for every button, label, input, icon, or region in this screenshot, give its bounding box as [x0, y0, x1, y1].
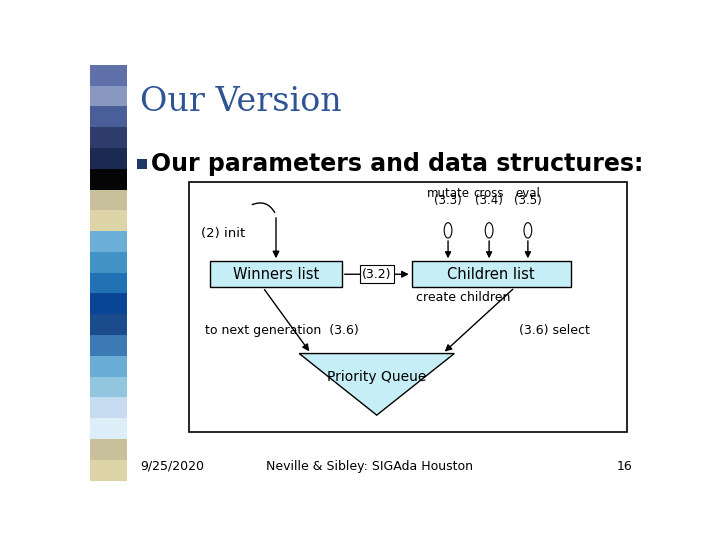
Bar: [90, 231, 127, 252]
Bar: [90, 460, 127, 481]
Ellipse shape: [444, 222, 452, 238]
Bar: [210, 261, 342, 287]
Bar: [90, 148, 127, 169]
Ellipse shape: [485, 222, 493, 238]
Ellipse shape: [524, 222, 532, 238]
Text: (3.6) select: (3.6) select: [519, 324, 590, 337]
Text: (3.3): (3.3): [434, 194, 462, 207]
Text: mutate: mutate: [426, 186, 469, 200]
Text: Our parameters and data structures:: Our parameters and data structures:: [151, 152, 644, 176]
Text: (2) init: (2) init: [201, 226, 246, 240]
Text: Winners list: Winners list: [233, 267, 319, 282]
Bar: [189, 182, 627, 432]
Text: Our Version: Our Version: [140, 86, 342, 118]
Text: (3.4): (3.4): [475, 194, 503, 207]
Text: cross: cross: [474, 186, 505, 200]
Text: Neville & Sibley: SIGAda Houston: Neville & Sibley: SIGAda Houston: [266, 460, 472, 473]
Bar: [90, 106, 127, 127]
Bar: [90, 190, 127, 211]
Text: (3.2): (3.2): [362, 268, 392, 281]
Text: (3.5): (3.5): [514, 194, 541, 207]
Bar: [90, 335, 127, 356]
Bar: [90, 65, 127, 85]
Text: to next generation  (3.6): to next generation (3.6): [204, 324, 359, 337]
Bar: [90, 439, 127, 460]
Text: Priority Queue: Priority Queue: [327, 370, 426, 384]
Bar: [137, 159, 147, 168]
Bar: [90, 252, 127, 273]
Bar: [90, 127, 127, 148]
Bar: [90, 356, 127, 377]
Bar: [90, 314, 127, 335]
Bar: [412, 261, 570, 287]
Bar: [90, 85, 127, 106]
Text: eval: eval: [516, 186, 540, 200]
Bar: [90, 397, 127, 418]
Bar: [90, 418, 127, 439]
Bar: [90, 377, 127, 397]
Bar: [90, 294, 127, 314]
Text: create children: create children: [415, 291, 510, 304]
Bar: [90, 273, 127, 294]
Text: 9/25/2020: 9/25/2020: [140, 460, 204, 473]
Bar: [90, 168, 127, 190]
Text: 16: 16: [617, 460, 632, 473]
Polygon shape: [300, 354, 454, 415]
FancyArrowPatch shape: [252, 203, 275, 213]
Bar: [90, 211, 127, 231]
Text: Children list: Children list: [447, 267, 535, 282]
